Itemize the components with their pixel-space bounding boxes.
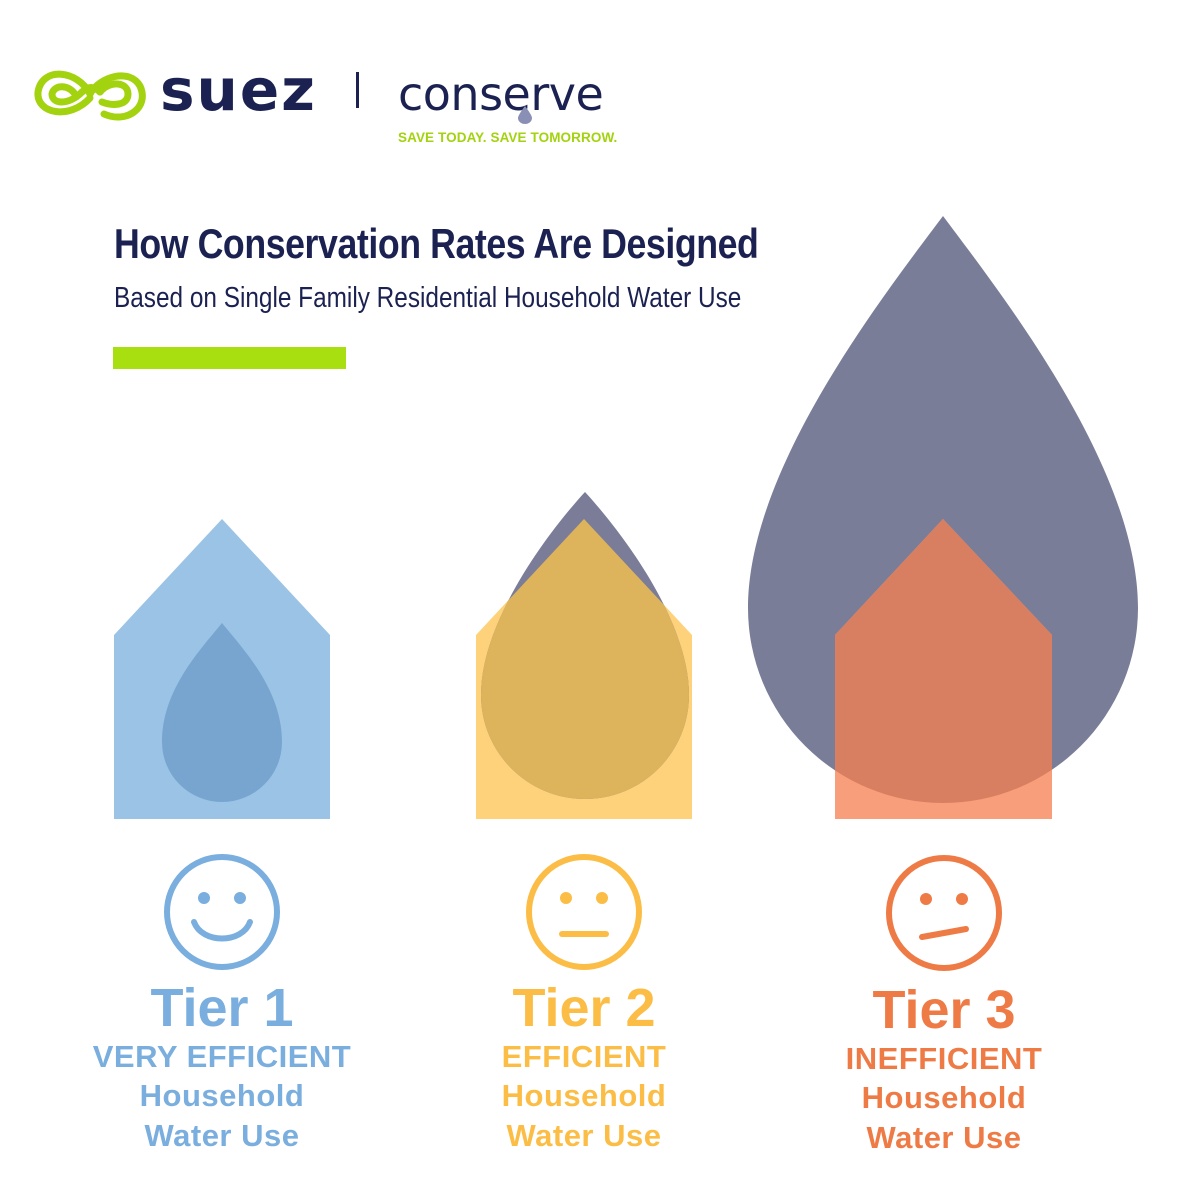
tier-2-line2: Water Use <box>506 1118 662 1153</box>
suez-wordmark: suez <box>160 56 317 124</box>
page-title: How Conservation Rates Are Designed <box>114 220 759 267</box>
tier-2-efficiency: EFFICIENT <box>501 1039 667 1074</box>
accent-bar <box>113 347 346 369</box>
neutral-face-icon <box>526 854 642 970</box>
tier-3-blend <box>835 519 1052 803</box>
conserve-wordmark: conserve <box>398 67 604 121</box>
tier-2-label: Tier 2 EFFICIENT Household Water Use <box>404 978 764 1156</box>
water-drop-icon <box>518 106 532 124</box>
tier-1-drop-icon <box>162 623 282 802</box>
tier-1-title: Tier 1 <box>150 978 294 1038</box>
logo-divider <box>356 72 359 108</box>
tagline: SAVE TODAY. SAVE TOMORROW. <box>398 130 618 145</box>
tier-3-title: Tier 3 <box>872 980 1016 1040</box>
tier-1-efficiency: VERY EFFICIENT <box>92 1039 352 1074</box>
frown-face-icon <box>886 855 1002 971</box>
tier-3-label: Tier 3 INEFFICIENT Household Water Use <box>764 980 1124 1158</box>
tier-1-label: Tier 1 VERY EFFICIENT Household Water Us… <box>42 978 402 1156</box>
tier-2-line1: Household <box>501 1078 667 1113</box>
tier-3-efficiency: INEFFICIENT <box>845 1041 1043 1076</box>
smile-face-icon <box>164 854 280 970</box>
tier-3-line2: Water Use <box>866 1120 1022 1155</box>
tier-2-title: Tier 2 <box>512 978 656 1038</box>
tier-1-line1: Household <box>139 1078 305 1113</box>
page-subtitle: Based on Single Family Residential House… <box>114 282 742 314</box>
tier-3-line1: Household <box>861 1080 1027 1115</box>
suez-logo-icon <box>34 70 146 121</box>
tier-1-line2: Water Use <box>144 1118 300 1153</box>
tier-2-blend <box>481 519 689 799</box>
